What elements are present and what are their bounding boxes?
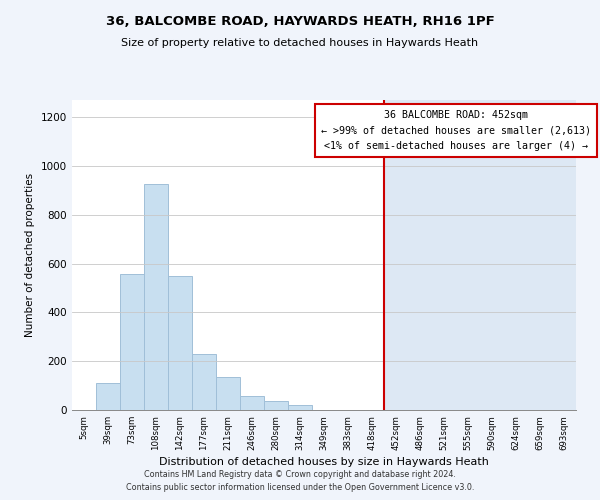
Text: 36, BALCOMBE ROAD, HAYWARDS HEATH, RH16 1PF: 36, BALCOMBE ROAD, HAYWARDS HEATH, RH16 … [106,15,494,28]
Bar [384,100,576,410]
Text: Contains HM Land Registry data © Crown copyright and database right 2024.
Contai: Contains HM Land Registry data © Crown c… [126,470,474,492]
Bar [240,396,264,410]
Bar [192,354,216,410]
Bar [144,184,168,410]
Bar [264,401,288,410]
Bar [168,276,192,410]
Y-axis label: Number of detached properties: Number of detached properties [25,173,35,337]
Bar [96,383,120,410]
Bar [72,100,384,410]
Text: Size of property relative to detached houses in Haywards Heath: Size of property relative to detached ho… [121,38,479,48]
Bar [120,274,144,410]
Bar [288,405,312,410]
Bar [216,376,240,410]
X-axis label: Distribution of detached houses by size in Haywards Heath: Distribution of detached houses by size … [159,456,489,466]
Text: 36 BALCOMBE ROAD: 452sqm
← >99% of detached houses are smaller (2,613)
<1% of se: 36 BALCOMBE ROAD: 452sqm ← >99% of detac… [321,110,591,151]
